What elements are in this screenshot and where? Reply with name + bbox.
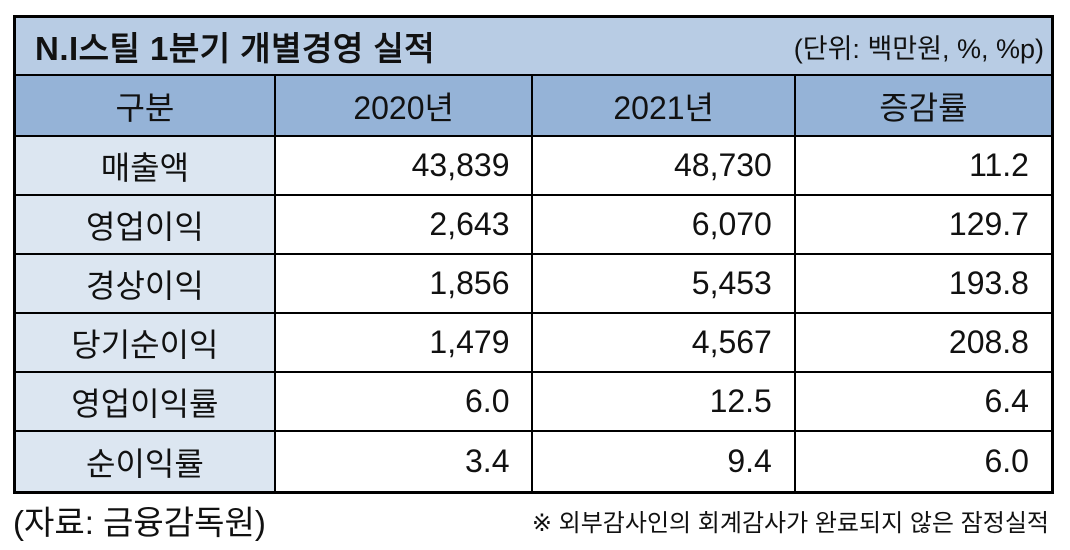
- value-2020: 1,856: [276, 255, 534, 312]
- value-2020: 43,839: [276, 137, 534, 194]
- value-2020: 2,643: [276, 196, 534, 253]
- value-2021: 12.5: [533, 373, 796, 430]
- footer: (자료: 금융감독원) ※ 외부감사인의 회계감사가 완료되지 않은 잠정실적: [13, 496, 1054, 544]
- source-text: (자료: 금융감독원): [13, 504, 266, 541]
- column-header-2020: 2020년: [276, 76, 534, 135]
- table-header-row: 구분 2020년 2021년 증감률: [16, 76, 1051, 137]
- value-2020: 3.4: [276, 432, 534, 491]
- value-change: 208.8: [948, 324, 1029, 360]
- value-change: 6.0: [984, 443, 1029, 479]
- unit-label: (단위: 백만원, %, %p): [793, 33, 1044, 64]
- table-row: 영업이익 2,643 6,070 129.7: [16, 196, 1051, 255]
- row-label: 영업이익률: [16, 373, 276, 430]
- value-change: 6.4: [984, 383, 1029, 419]
- column-header-category: 구분: [16, 76, 276, 135]
- value-2021: 4,567: [533, 314, 796, 371]
- row-label: 경상이익: [16, 255, 276, 312]
- row-label: 당기순이익: [16, 314, 276, 371]
- footnote-text: ※ 외부감사인의 회계감사가 완료되지 않은 잠정실적: [531, 509, 1049, 537]
- row-label: 영업이익: [16, 196, 276, 253]
- value-2020: 6.0: [276, 373, 534, 430]
- value-2021: 5,453: [533, 255, 796, 312]
- table-row: 경상이익 1,856 5,453 193.8: [16, 255, 1051, 314]
- table-title: N.I스틸 1분기 개별경영 실적: [35, 30, 436, 67]
- row-label: 매출액: [16, 137, 276, 194]
- table-row: 당기순이익 1,479 4,567 208.8: [16, 314, 1051, 373]
- column-header-change: 증감률: [879, 89, 968, 126]
- table-row: 매출액 43,839 48,730 11.2: [16, 137, 1051, 196]
- table-title-row: N.I스틸 1분기 개별경영 실적 (단위: 백만원, %, %p): [16, 18, 1051, 76]
- table-row: 순이익률 3.4 9.4 6.0: [16, 432, 1051, 491]
- value-2021: 9.4: [533, 432, 796, 491]
- value-2021: 48,730: [533, 137, 796, 194]
- row-label: 순이익률: [16, 432, 276, 491]
- value-2021: 6,070: [533, 196, 796, 253]
- table-row: 영업이익률 6.0 12.5 6.4: [16, 373, 1051, 432]
- value-change: 129.7: [948, 206, 1029, 242]
- performance-table: N.I스틸 1분기 개별경영 실적 (단위: 백만원, %, %p) 구분 20…: [13, 15, 1054, 494]
- column-header-2021: 2021년: [533, 76, 796, 135]
- value-change: 11.2: [969, 147, 1029, 183]
- value-change: 193.8: [948, 265, 1029, 301]
- value-2020: 1,479: [276, 314, 534, 371]
